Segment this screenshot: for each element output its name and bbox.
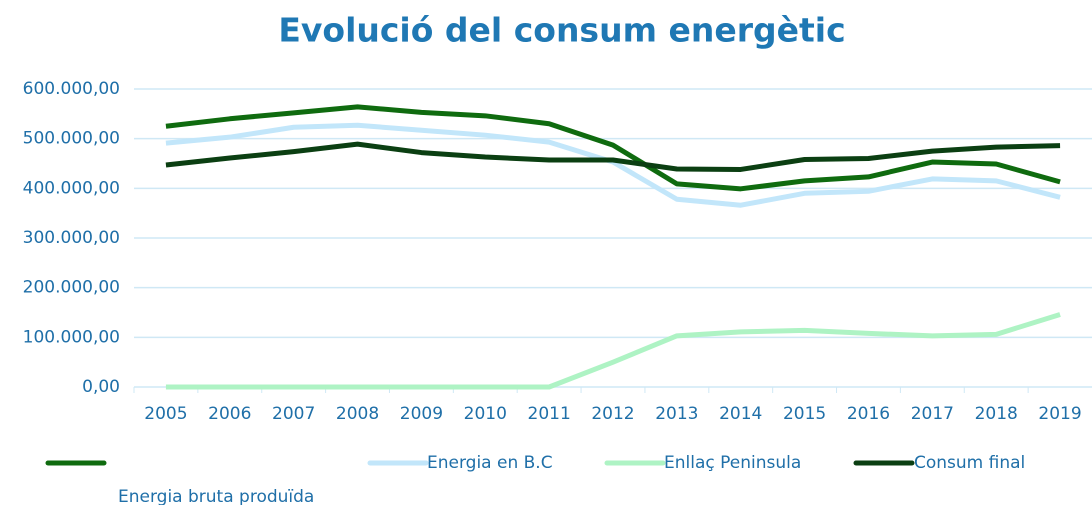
x-tick-label: 2015 xyxy=(783,404,826,424)
y-tick-label: 100.000,00 xyxy=(23,327,120,347)
chart-title: Evolució del consum energètic xyxy=(278,11,845,50)
x-tick-label: 2011 xyxy=(528,404,571,424)
x-tick-label: 2017 xyxy=(911,404,954,424)
x-tick-label: 2009 xyxy=(400,404,443,424)
legend-label: Enllaç Peninsula xyxy=(664,453,801,473)
series-line xyxy=(165,312,1061,390)
x-tick-label: 2018 xyxy=(975,404,1018,424)
x-tick-label: 2013 xyxy=(655,404,698,424)
legend-label: Energia en B.C xyxy=(427,453,553,473)
y-tick-label: 600.000,00 xyxy=(23,79,120,99)
y-tick-label: 0,00 xyxy=(82,377,120,397)
x-tick-label: 2016 xyxy=(847,404,890,424)
x-tick-label: 2019 xyxy=(1038,404,1081,424)
y-tick-label: 400.000,00 xyxy=(23,178,120,198)
y-tick-label: 200.000,00 xyxy=(23,278,120,298)
y-tick-label: 500.000,00 xyxy=(23,129,120,149)
x-tick-label: 2012 xyxy=(591,404,634,424)
x-tick-label: 2008 xyxy=(336,404,379,424)
legend-label: Energia bruta produïda xyxy=(118,487,314,505)
series-line xyxy=(165,141,1061,172)
x-tick-label: 2010 xyxy=(464,404,507,424)
legend-label: Consum final xyxy=(914,453,1025,473)
x-tick-label: 2007 xyxy=(272,404,315,424)
x-tick-label: 2014 xyxy=(719,404,762,424)
x-tick-label: 2006 xyxy=(208,404,251,424)
y-tick-label: 300.000,00 xyxy=(23,228,120,248)
series-line xyxy=(165,104,1061,192)
x-tick-label: 2005 xyxy=(144,404,187,424)
